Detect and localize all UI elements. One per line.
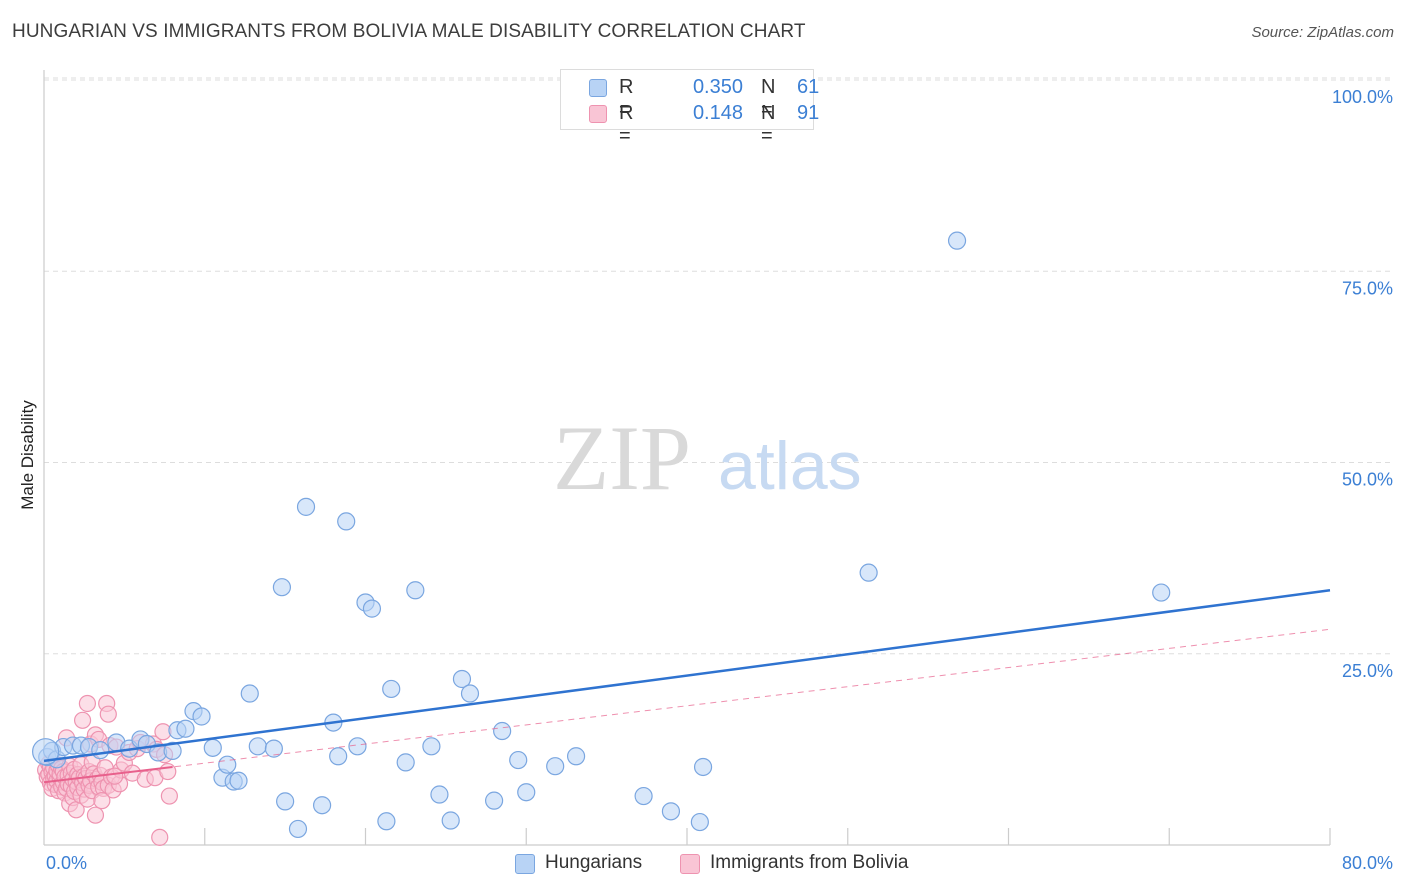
legend-n-value: 91	[797, 102, 820, 124]
data-point-hungarians	[91, 741, 110, 760]
legend-r-value: 0.350	[692, 76, 743, 98]
data-point-hungarians	[218, 755, 237, 774]
data-point-hungarians	[163, 741, 182, 761]
data-point-hungarians	[1152, 583, 1171, 602]
data-point-bolivia	[159, 762, 177, 781]
series-bolivia-points	[37, 694, 178, 846]
legend-r-value: 0.148	[692, 102, 743, 124]
data-point-hungarians	[634, 786, 653, 806]
legend-n-label: N =	[761, 76, 776, 121]
data-point-bolivia	[93, 792, 111, 810]
x-tick-label: 0.0%	[46, 853, 87, 873]
data-point-hungarians	[296, 497, 316, 516]
legend-swatch-bolivia	[589, 105, 607, 123]
data-point-hungarians	[396, 753, 415, 772]
data-point-hungarians	[192, 707, 211, 726]
data-point-hungarians	[441, 811, 460, 830]
data-point-hungarians	[362, 599, 382, 618]
watermark-zip: ZIP	[553, 407, 691, 509]
legend-label-bolivia: Immigrants from Bolivia	[710, 852, 909, 873]
data-point-bolivia	[106, 767, 124, 785]
legend-label-hungarians: Hungarians	[545, 852, 643, 873]
data-point-hungarians	[203, 738, 222, 757]
trend-line-hungarians	[43, 589, 1331, 763]
legend-swatch-hungarians	[515, 854, 535, 874]
data-point-hungarians	[229, 771, 248, 790]
source-label: Source: ZipAtlas.com	[1251, 24, 1394, 41]
data-point-hungarians	[264, 739, 283, 758]
data-point-hungarians	[382, 679, 401, 699]
legend-r-label: R =	[619, 76, 634, 121]
data-point-hungarians	[240, 684, 259, 703]
data-point-hungarians	[329, 747, 348, 766]
legend-swatch-bolivia	[680, 854, 700, 874]
trend-line-bolivia-dashed	[43, 628, 1331, 783]
data-point-hungarians	[517, 783, 536, 802]
data-point-bolivia	[78, 694, 97, 713]
legend-n-value: 61	[797, 76, 820, 98]
gridlines	[44, 77, 1392, 655]
data-point-hungarians	[276, 792, 295, 811]
watermark: ZIP atlas	[553, 407, 862, 509]
data-point-hungarians	[509, 750, 528, 770]
data-point-hungarians	[288, 819, 308, 839]
data-point-hungarians	[493, 721, 512, 741]
data-point-hungarians	[312, 796, 332, 815]
y-tick-label: 25.0%	[1342, 661, 1393, 681]
data-point-hungarians	[452, 669, 472, 689]
data-point-hungarians	[406, 581, 425, 600]
data-point-hungarians	[485, 791, 504, 810]
data-point-hungarians	[859, 563, 878, 582]
trend-lines	[43, 589, 1331, 784]
x-tick-label: 80.0%	[1342, 853, 1393, 873]
legend-r-label: R =	[619, 102, 634, 147]
data-point-bolivia	[160, 787, 178, 805]
data-point-hungarians	[32, 738, 60, 766]
watermark-atlas: atlas	[718, 428, 862, 504]
data-point-bolivia	[99, 705, 117, 723]
data-point-hungarians	[272, 578, 292, 597]
data-point-hungarians	[460, 684, 480, 703]
data-point-bolivia	[151, 828, 169, 846]
data-point-hungarians	[248, 737, 267, 756]
legend-swatch-hungarians	[589, 79, 607, 97]
data-point-bolivia	[86, 806, 105, 824]
correlation-legend: R = 0.350 N = 61 R = 0.148 N = 91	[560, 69, 819, 147]
data-point-hungarians	[422, 737, 441, 756]
tick-labels: 25.0% 50.0% 75.0% 100.0% 0.0% 80.0%	[46, 87, 1393, 873]
y-tick-label: 75.0%	[1342, 278, 1393, 298]
data-point-hungarians	[377, 812, 396, 831]
y-tick-label: 50.0%	[1342, 470, 1393, 490]
chart-title: HUNGARIAN VS IMMIGRANTS FROM BOLIVIA MAL…	[12, 21, 806, 42]
y-tick-label: 100.0%	[1332, 87, 1393, 107]
data-point-hungarians	[176, 719, 195, 738]
data-point-hungarians	[430, 785, 449, 804]
data-point-hungarians	[947, 231, 967, 250]
data-point-hungarians	[348, 737, 367, 756]
data-point-hungarians	[566, 747, 586, 766]
legend-n-label: N =	[761, 102, 776, 147]
trend-line-bolivia	[43, 765, 173, 784]
series-hungarians-points	[32, 231, 1171, 839]
data-point-bolivia	[73, 711, 92, 729]
data-point-hungarians	[693, 757, 713, 777]
axes	[43, 70, 1331, 846]
data-point-hungarians	[337, 512, 356, 531]
data-point-hungarians	[690, 812, 709, 832]
data-point-hungarians	[546, 757, 565, 776]
data-point-hungarians	[661, 802, 681, 821]
y-axis-title: Male Disability	[18, 400, 37, 510]
